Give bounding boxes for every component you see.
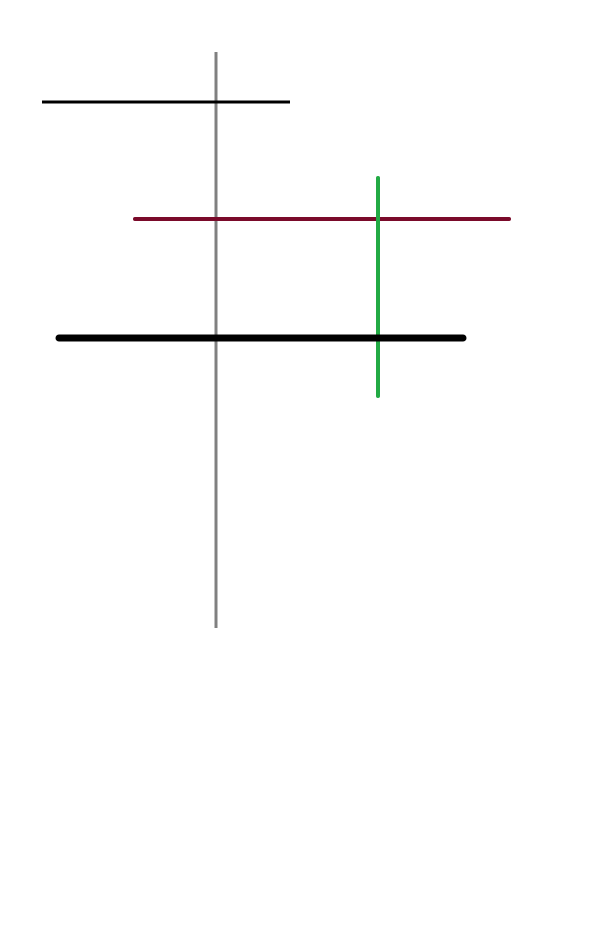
lines-svg <box>42 52 511 628</box>
diagram-canvas <box>42 52 511 628</box>
